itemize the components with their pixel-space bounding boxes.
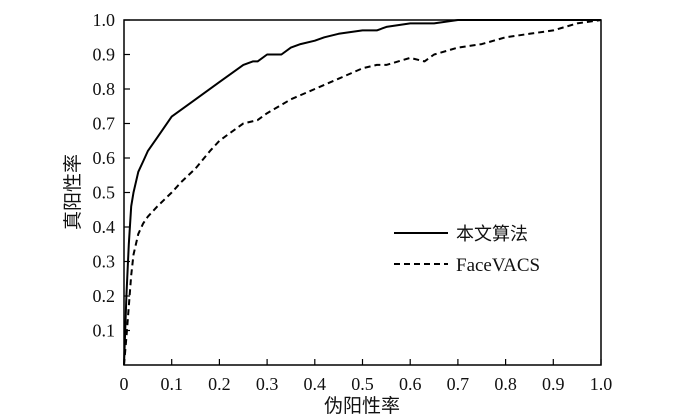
x-axis-title: 伪阳性率 — [324, 395, 400, 417]
x-tick-label: 0.1 — [160, 374, 183, 394]
y-axis-title: 真阳性率 — [62, 154, 84, 230]
x-tick-label: 0.2 — [208, 374, 231, 394]
x-tick-label: 1.0 — [590, 374, 613, 394]
x-tick-label: 0 — [120, 374, 129, 394]
x-tick-label: 0.7 — [447, 374, 470, 394]
y-tick-label: 0.4 — [93, 217, 116, 237]
x-tick-label: 0.9 — [542, 374, 565, 394]
y-ticks: 0.1 0.2 0.3 0.4 0.5 0.6 0.7 0.8 0.9 1.0 — [93, 10, 130, 341]
legend-label-1: FaceVACS — [456, 255, 540, 276]
y-tick-label: 0.5 — [93, 183, 116, 203]
legend: 本文算法 FaceVACS — [394, 224, 540, 276]
series-layer — [123, 19, 602, 366]
series-line-0 — [123, 19, 601, 366]
x-tick-label: 0.4 — [304, 374, 327, 394]
y-tick-label: 0.6 — [93, 148, 116, 168]
y-tick-label: 1.0 — [93, 10, 116, 30]
x-ticks: 0 0.1 0.2 0.3 0.4 0.5 0.6 0.7 0.8 0.9 1.0 — [120, 359, 613, 394]
legend-label-0: 本文算法 — [456, 224, 528, 245]
y-tick-label: 0.7 — [93, 114, 116, 134]
x-tick-label: 0.5 — [351, 374, 374, 394]
x-tick-label: 0.8 — [494, 374, 517, 394]
x-tick-label: 0.3 — [256, 374, 279, 394]
plot-frame — [123, 19, 602, 366]
y-tick-label: 0.9 — [93, 45, 116, 65]
y-tick-label: 0.8 — [93, 79, 116, 99]
y-tick-label: 0.2 — [93, 286, 116, 306]
x-tick-label: 0.6 — [399, 374, 422, 394]
y-tick-label: 0.1 — [93, 321, 116, 341]
y-tick-label: 0.3 — [93, 252, 116, 272]
series-line-1 — [123, 19, 602, 366]
